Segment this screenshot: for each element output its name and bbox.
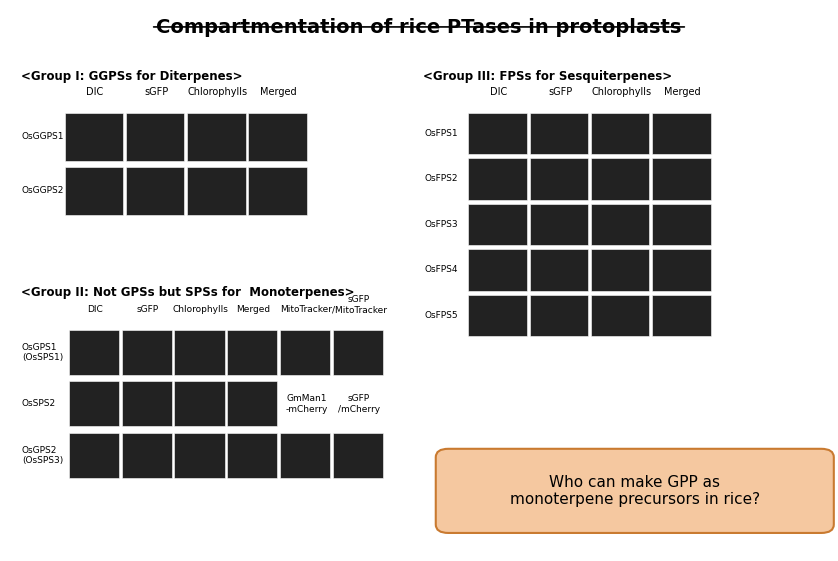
- Text: DIC: DIC: [490, 87, 508, 97]
- Bar: [468, 249, 527, 291]
- Bar: [69, 433, 119, 478]
- Bar: [126, 167, 184, 215]
- Bar: [530, 158, 588, 200]
- Text: OsGGPS1: OsGGPS1: [22, 132, 65, 141]
- Bar: [69, 330, 119, 375]
- Bar: [65, 113, 123, 161]
- Text: OsFPS1: OsFPS1: [424, 129, 458, 138]
- Text: DIC: DIC: [86, 87, 104, 97]
- Text: OsGPS1
(OsSPS1): OsGPS1 (OsSPS1): [22, 343, 63, 362]
- Bar: [591, 204, 649, 245]
- Bar: [227, 381, 277, 426]
- Bar: [530, 249, 588, 291]
- Bar: [174, 381, 225, 426]
- Bar: [248, 167, 307, 215]
- Bar: [530, 113, 588, 154]
- Text: Chlorophylls: Chlorophylls: [592, 87, 651, 97]
- Bar: [468, 295, 527, 336]
- Bar: [652, 295, 711, 336]
- Bar: [591, 295, 649, 336]
- Bar: [591, 249, 649, 291]
- Bar: [248, 113, 307, 161]
- Bar: [187, 113, 246, 161]
- Bar: [122, 433, 172, 478]
- Bar: [227, 330, 277, 375]
- Text: sGFP: sGFP: [548, 87, 572, 97]
- Bar: [652, 249, 711, 291]
- Text: Merged: Merged: [261, 87, 297, 97]
- Bar: [652, 204, 711, 245]
- Text: OsGGPS2: OsGGPS2: [22, 186, 65, 195]
- Text: OsFPS5: OsFPS5: [424, 311, 458, 320]
- Text: <Group III: FPSs for Sesquiterpenes>: <Group III: FPSs for Sesquiterpenes>: [423, 70, 672, 83]
- Bar: [69, 381, 119, 426]
- Bar: [652, 113, 711, 154]
- Bar: [333, 433, 383, 478]
- Bar: [530, 204, 588, 245]
- Bar: [126, 113, 184, 161]
- Text: OsSPS2: OsSPS2: [22, 399, 56, 408]
- Bar: [333, 330, 383, 375]
- Bar: [530, 295, 588, 336]
- Bar: [591, 158, 649, 200]
- Bar: [122, 330, 172, 375]
- Bar: [652, 158, 711, 200]
- Text: <Group II: Not GPSs but SPSs for  Monoterpenes>: <Group II: Not GPSs but SPSs for Monoter…: [21, 286, 354, 299]
- Text: sGFP
/mCherry: sGFP /mCherry: [338, 394, 380, 413]
- Bar: [174, 433, 225, 478]
- Text: Chlorophylls: Chlorophylls: [173, 305, 229, 314]
- FancyBboxPatch shape: [436, 449, 834, 533]
- Bar: [187, 167, 246, 215]
- Text: Compartmentation of rice PTases in protoplasts: Compartmentation of rice PTases in proto…: [157, 18, 681, 37]
- Text: Chlorophylls: Chlorophylls: [188, 87, 247, 97]
- Bar: [280, 433, 330, 478]
- Bar: [280, 330, 330, 375]
- Text: MitoTracker: MitoTracker: [280, 305, 333, 314]
- Text: Merged: Merged: [665, 87, 701, 97]
- Text: sGFP: sGFP: [137, 305, 159, 314]
- Bar: [122, 381, 172, 426]
- Text: Merged: Merged: [236, 305, 271, 314]
- Text: Who can make GPP as
monoterpene precursors in rice?: Who can make GPP as monoterpene precurso…: [510, 475, 760, 507]
- Text: OsFPS4: OsFPS4: [424, 265, 458, 274]
- Text: DIC: DIC: [87, 305, 103, 314]
- Text: OsFPS3: OsFPS3: [424, 220, 458, 229]
- Text: <Group I: GGPSs for Diterpenes>: <Group I: GGPSs for Diterpenes>: [21, 70, 242, 83]
- Text: GmMan1
-mCherry: GmMan1 -mCherry: [285, 394, 328, 413]
- Bar: [227, 433, 277, 478]
- Text: sGFP: sGFP: [144, 87, 168, 97]
- Bar: [65, 167, 123, 215]
- Bar: [174, 330, 225, 375]
- Bar: [468, 204, 527, 245]
- Bar: [468, 158, 527, 200]
- Text: OsGPS2
(OsSPS3): OsGPS2 (OsSPS3): [22, 446, 63, 465]
- Text: sGFP
/MitoTracker: sGFP /MitoTracker: [332, 295, 386, 314]
- Text: OsFPS2: OsFPS2: [424, 174, 458, 183]
- Bar: [591, 113, 649, 154]
- Bar: [468, 113, 527, 154]
